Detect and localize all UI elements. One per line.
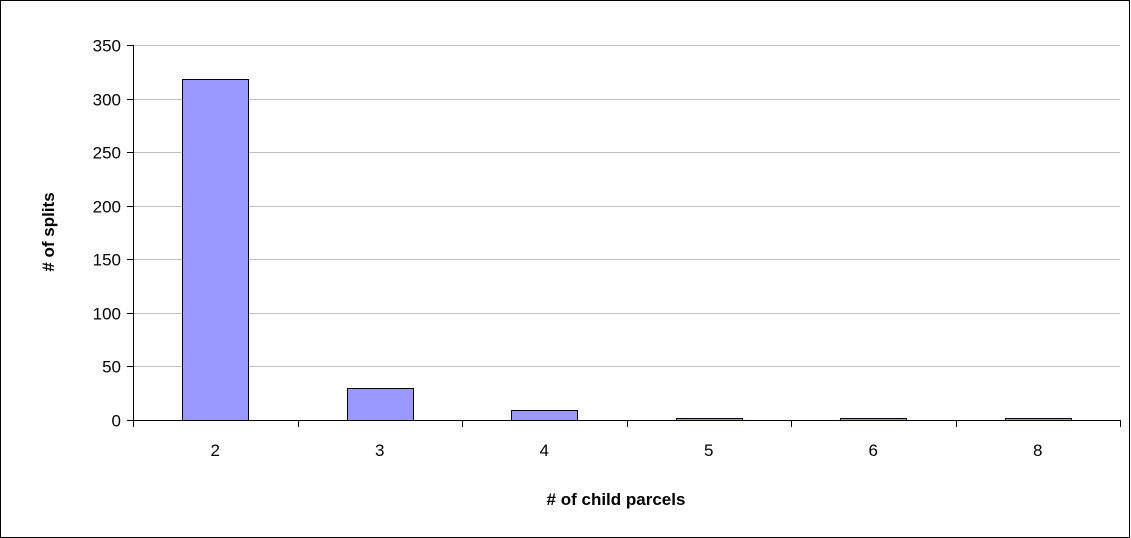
y-tick-label: 150 xyxy=(93,251,121,270)
gridlines xyxy=(133,45,1120,367)
x-tick-label: 8 xyxy=(1033,441,1042,460)
axes xyxy=(127,45,1121,427)
y-tick-label: 200 xyxy=(93,198,121,217)
tick-labels: 0 50 100 150 200 250 300 350 2 3 4 5 6 8 xyxy=(93,37,1043,461)
bar-2 xyxy=(182,79,249,421)
bar-4 xyxy=(511,410,578,421)
x-tick-label: 2 xyxy=(211,441,220,460)
bar-3 xyxy=(347,388,414,421)
y-tick-label: 50 xyxy=(102,358,121,377)
x-tick-label: 3 xyxy=(375,441,384,460)
x-axis-title: # of child parcels xyxy=(547,490,686,509)
x-tick-label: 5 xyxy=(704,441,713,460)
y-tick-label: 350 xyxy=(93,37,121,56)
y-tick-label: 300 xyxy=(93,91,121,110)
x-tick-label: 4 xyxy=(540,441,549,460)
y-tick-label: 100 xyxy=(93,305,121,324)
y-axis-title: # of splits xyxy=(39,192,58,271)
y-tick-label: 250 xyxy=(93,144,121,163)
y-tick-label: 0 xyxy=(112,412,121,431)
x-tick-label: 6 xyxy=(869,441,878,460)
